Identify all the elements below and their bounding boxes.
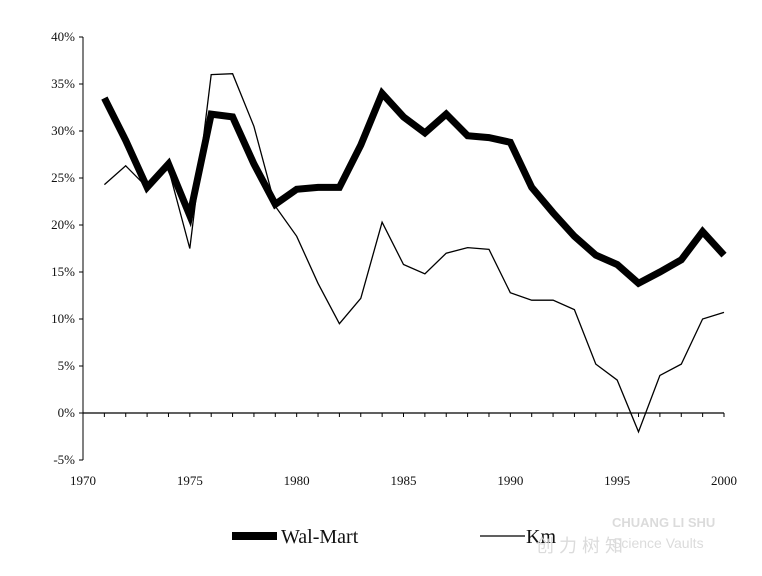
y-tick-label: 10% <box>51 311 75 326</box>
x-tick-label: 1975 <box>177 473 203 488</box>
legend: Wal-Mart Km <box>232 526 556 548</box>
watermark-top-text: CHUANG LI SHU <box>612 515 715 530</box>
axes: 40% 35% 30% 25% 20% 15% 10% 5% 0% -5% 1970 1975 1980… <box>51 29 737 488</box>
x-tick-label: 1980 <box>284 473 310 488</box>
x-tick-label: 1990 <box>497 473 523 488</box>
y-tick-label: 15% <box>51 264 75 279</box>
series-line-km <box>103 73 725 434</box>
watermark-mid-text: Science Vaults <box>612 535 704 551</box>
legend-label-0: Wal-Mart <box>281 526 359 548</box>
y-tick-label: 35% <box>51 76 75 91</box>
x-tick-label: 1995 <box>604 473 630 488</box>
y-tick-label: 5% <box>58 358 76 373</box>
legend-label-1: Km <box>526 526 556 548</box>
y-tick-label: -5% <box>53 452 75 467</box>
series-line-wal-mart <box>101 86 727 288</box>
y-tick-label: 30% <box>51 123 75 138</box>
y-tick-label: 25% <box>51 170 75 185</box>
y-tick-label: 0% <box>58 405 76 420</box>
x-tick-label: 1970 <box>70 473 96 488</box>
y-tick-label: 40% <box>51 29 75 44</box>
x-tick-label: 1985 <box>391 473 417 488</box>
watermark: CHUANG LI SHU Science Vaults 创 力 树 知 <box>536 515 715 556</box>
y-tick-label: 20% <box>51 217 75 232</box>
watermark-cn-text: 创 力 树 知 <box>536 536 623 556</box>
series-layer <box>101 73 727 434</box>
x-tick-label: 2000 <box>711 473 737 488</box>
